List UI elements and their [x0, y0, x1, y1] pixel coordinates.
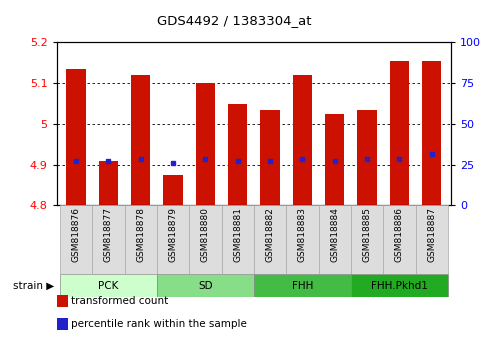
Bar — [157, 205, 189, 274]
Bar — [351, 205, 383, 274]
Bar — [131, 75, 150, 205]
Text: FHH: FHH — [292, 281, 313, 291]
Bar — [163, 175, 183, 205]
Bar — [125, 205, 157, 274]
Bar — [221, 205, 254, 274]
Bar — [260, 110, 280, 205]
Bar — [67, 69, 86, 205]
Bar — [92, 205, 125, 274]
Bar — [416, 205, 448, 274]
Text: GDS4492 / 1383304_at: GDS4492 / 1383304_at — [157, 13, 312, 27]
Text: GSM818877: GSM818877 — [104, 207, 113, 262]
Text: FHH.Pkhd1: FHH.Pkhd1 — [371, 281, 428, 291]
Bar — [254, 205, 286, 274]
Bar — [383, 205, 416, 274]
Bar — [422, 61, 441, 205]
Bar — [196, 83, 215, 205]
Bar — [318, 205, 351, 274]
Bar — [254, 274, 351, 297]
Text: GSM818886: GSM818886 — [395, 207, 404, 262]
Bar — [60, 205, 92, 274]
Text: GSM818881: GSM818881 — [233, 207, 242, 262]
Text: GSM818882: GSM818882 — [266, 207, 275, 262]
Text: GSM818883: GSM818883 — [298, 207, 307, 262]
Bar — [351, 274, 448, 297]
Text: percentile rank within the sample: percentile rank within the sample — [71, 319, 247, 329]
Bar — [189, 205, 221, 274]
Text: GSM818884: GSM818884 — [330, 207, 339, 262]
Text: GSM818876: GSM818876 — [71, 207, 80, 262]
Text: GSM818885: GSM818885 — [362, 207, 372, 262]
Text: GSM818878: GSM818878 — [136, 207, 145, 262]
Text: strain ▶: strain ▶ — [13, 281, 54, 291]
Bar — [99, 160, 118, 205]
Bar — [325, 114, 345, 205]
Text: SD: SD — [198, 281, 212, 291]
Bar — [157, 274, 254, 297]
Text: GSM818887: GSM818887 — [427, 207, 436, 262]
Bar — [228, 104, 247, 205]
Bar — [389, 61, 409, 205]
Bar — [286, 205, 318, 274]
Text: PCK: PCK — [98, 281, 119, 291]
Bar — [60, 274, 157, 297]
Bar — [293, 75, 312, 205]
Bar — [357, 110, 377, 205]
Text: GSM818879: GSM818879 — [169, 207, 177, 262]
Text: transformed count: transformed count — [71, 296, 169, 306]
Text: GSM818880: GSM818880 — [201, 207, 210, 262]
